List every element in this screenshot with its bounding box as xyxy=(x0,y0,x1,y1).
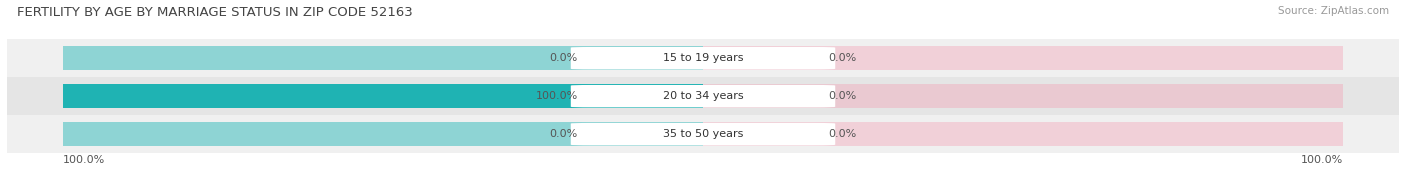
Bar xyxy=(63,84,703,108)
Bar xyxy=(7,115,1399,153)
Text: FERTILITY BY AGE BY MARRIAGE STATUS IN ZIP CODE 52163: FERTILITY BY AGE BY MARRIAGE STATUS IN Z… xyxy=(17,6,412,19)
FancyBboxPatch shape xyxy=(571,47,835,69)
Bar xyxy=(63,46,703,70)
Bar xyxy=(7,39,1399,77)
Text: 20 to 34 years: 20 to 34 years xyxy=(662,91,744,101)
Text: 100.0%: 100.0% xyxy=(63,155,105,165)
Text: 100.0%: 100.0% xyxy=(536,91,578,101)
FancyBboxPatch shape xyxy=(571,85,835,107)
Text: 0.0%: 0.0% xyxy=(550,129,578,139)
Text: 100.0%: 100.0% xyxy=(1301,155,1343,165)
Text: 15 to 19 years: 15 to 19 years xyxy=(662,53,744,63)
Bar xyxy=(703,46,1343,70)
Text: 0.0%: 0.0% xyxy=(828,129,856,139)
Bar xyxy=(63,122,703,146)
Bar xyxy=(7,77,1399,115)
FancyBboxPatch shape xyxy=(571,123,835,145)
Text: 0.0%: 0.0% xyxy=(828,53,856,63)
Text: 0.0%: 0.0% xyxy=(550,53,578,63)
Text: Source: ZipAtlas.com: Source: ZipAtlas.com xyxy=(1278,6,1389,16)
Bar xyxy=(703,84,1343,108)
Bar xyxy=(703,122,1343,146)
Bar xyxy=(63,84,703,108)
Text: 0.0%: 0.0% xyxy=(828,91,856,101)
Text: 35 to 50 years: 35 to 50 years xyxy=(662,129,744,139)
